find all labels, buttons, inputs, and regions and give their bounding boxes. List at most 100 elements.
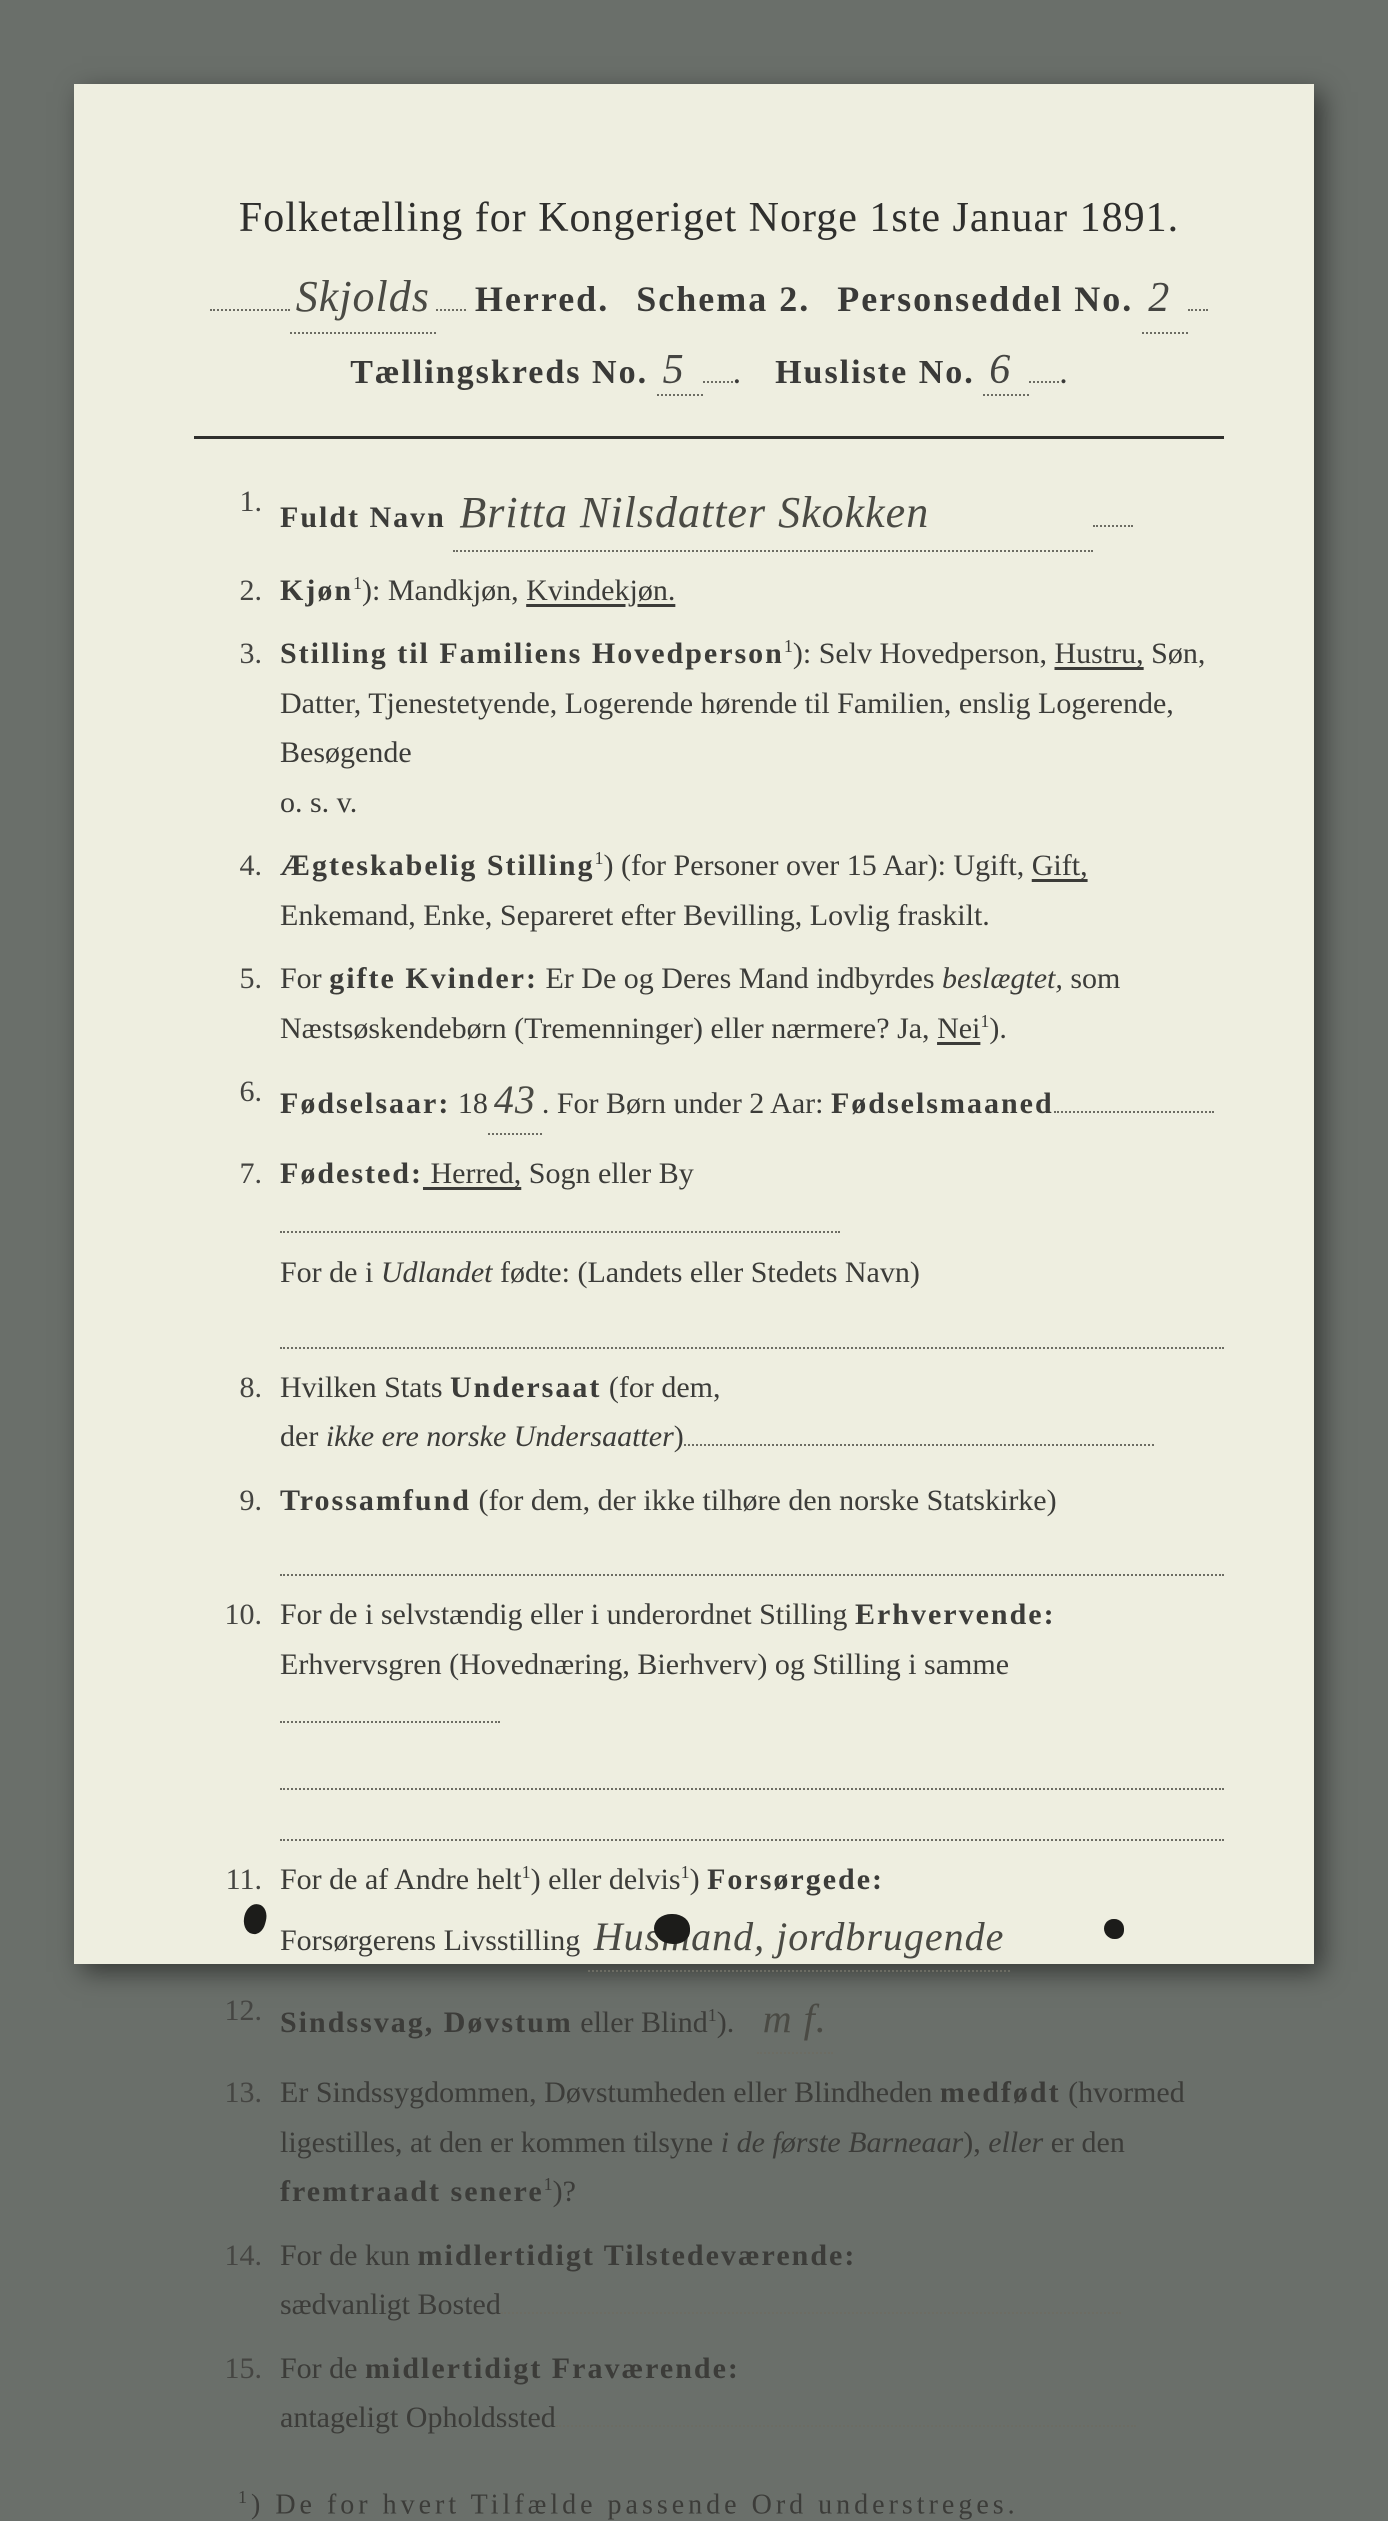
full-name-handwritten: Britta Nilsdatter Skokken [453,488,935,537]
personseddel-label: Personseddel No. [837,279,1133,319]
taellingskreds-label: Tællingskreds No. [350,354,648,391]
item-number: 9. [194,1476,280,1577]
footnote-ref: 1 [522,1862,531,1882]
item-8-text3: der [280,1420,326,1453]
item-3-text1: ): Selv Hovedperson, [793,637,1055,670]
item-6-text1: . For Børn under 2 Aar: [542,1087,831,1120]
item-3: 3. Stilling til Familiens Hovedperson1):… [194,629,1224,827]
item-5-text1: Er De og Deres Mand indbyrdes [538,962,942,995]
item-4-text1: ) (for Personer over 15 Aar): Ugift, [604,849,1032,882]
item-11: 11. For de af Andre helt1) eller delvis1… [194,1855,1224,1973]
personseddel-no: 2 [1142,275,1188,321]
item-13-text1: Er Sindssygdommen, Døvstumheden eller Bl… [280,2076,940,2109]
footnote-ref: 1 [681,1862,690,1882]
item-5-underlined: Nei [937,1012,980,1045]
item-2: 2. Kjøn1): Mandkjøn, Kvindekjøn. [194,566,1224,616]
item-9-text: (for dem, der ikke tilhøre den norske St… [471,1484,1057,1517]
item-number: 11. [194,1855,280,1973]
header-line-2: Skjolds Herred. Schema 2. Personseddel N… [194,262,1224,334]
footnote-ref: 1 [544,2174,553,2194]
item-13-label2: fremtraadt senere [280,2175,544,2208]
item-8-label: Undersaat [450,1371,601,1404]
item-2-label: Kjøn [280,574,353,607]
item-7-label: Fødested: [280,1157,423,1190]
item-10: 10. For de i selvstændig eller i underor… [194,1590,1224,1841]
item-15: 15. For de midlertidigt Fraværende: anta… [194,2344,1224,2443]
item-3-text3: o. s. v. [280,778,1224,828]
footnote-ref: 1 [353,573,362,593]
footnote-ref: 1 [784,636,793,656]
footnote-ref: 1 [708,2005,717,2025]
item-8-text2: (for dem, [601,1371,720,1404]
item-number: 1. [194,477,280,552]
item-6-year-prefix: 18 [450,1087,488,1120]
item-5-ital: beslægtet, [942,962,1063,995]
item-number: 15. [194,2344,280,2443]
item-number: 13. [194,2068,280,2217]
item-6-label2: Fødselsmaaned [831,1087,1054,1120]
item-13: 13. Er Sindssygdommen, Døvstumheden elle… [194,2068,1224,2217]
item-12-label: Sindssvag, Døvstum [280,2006,573,2039]
footnote: 1) De for hvert Tilfælde passende Ord un… [194,2487,1224,2521]
form-title: Folketælling for Kongeriget Norge 1ste J… [194,194,1224,242]
item-10-label: Erhvervende: [855,1598,1056,1631]
divider-rule [194,436,1224,439]
blank-dotted-line [280,1535,1224,1576]
birthyear-handwritten: 43 [488,1077,542,1122]
item-12: 12. Sindssvag, Døvstum eller Blind1). m … [194,1986,1224,2054]
item-15-label: midlertidigt Fraværende: [365,2352,740,2385]
item-13-text4: er den [1043,2126,1125,2159]
item-12-text: eller Blind [573,2006,708,2039]
blank-dotted-line [280,1308,1224,1349]
husliste-no: 6 [983,347,1029,393]
item-1: 1. Fuldt Navn Britta Nilsdatter Skokken [194,477,1224,552]
item-11-text3: ) [690,1863,708,1896]
item-8-text4: ) [674,1420,684,1453]
item-13-text5: )? [553,2175,576,2208]
item-3-label: Stilling til Familiens Hovedperson [280,637,784,670]
item-15-text1: For de [280,2352,365,2385]
item-4-label: Ægteskabelig Stilling [280,849,595,882]
item-11-line2a: Forsørgerens Livsstilling [280,1924,580,1957]
item-4-underlined: Gift, [1032,849,1088,882]
item-12-text2: ). [717,2006,735,2039]
item-15-line2: antageligt Opholdssted [280,2401,556,2434]
blank-dotted-line [280,1800,1224,1841]
item-5-text3: ). [989,1012,1007,1045]
item-6-label: Fødselsaar: [280,1087,450,1120]
footnote-text: ) De for hvert Tilfælde passende Ord und… [251,2489,1019,2520]
item-8-text1: Hvilken Stats [280,1371,450,1404]
item-3-underlined: Hustru, [1055,637,1144,670]
item-2-text: ): Mandkjøn, [362,574,526,607]
item-number: 14. [194,2231,280,2330]
item-13-label: medfødt [940,2076,1061,2109]
item-10-text1: For de i selvstændig eller i underordnet… [280,1598,855,1631]
schema-label: Schema 2. [636,279,810,319]
item-13-ital: i de første Barneaar [721,2126,963,2159]
provider-occupation-handwritten: Husmand, jordbrugende [588,1914,1011,1959]
item-5-label: gifte Kvinder: [329,962,538,995]
herred-handwritten: Skjolds [290,272,436,321]
husliste-label: Husliste No. [775,354,975,391]
item-number: 3. [194,629,280,827]
footnote-marker: 1 [238,2487,251,2507]
item-7: 7. Fødested: Herred, Sogn eller By For d… [194,1149,1224,1349]
item-7-text1: Sogn eller By [521,1157,694,1190]
item-6: 6. Fødselsaar: 1843. For Børn under 2 Aa… [194,1067,1224,1135]
item-14: 14. For de kun midlertidigt Tilstedevære… [194,2231,1224,2330]
ink-blot-icon [654,1914,690,1944]
item-7-ital: Udlandet [381,1256,493,1289]
item-4: 4. Ægteskabelig Stilling1) (for Personer… [194,841,1224,940]
item-8-ital: ikke ere norske Undersaatter [326,1420,674,1453]
item-11-text2: ) eller delvis [531,1863,681,1896]
item-5: 5. For gifte Kvinder: Er De og Deres Man… [194,954,1224,1053]
item-number: 12. [194,1986,280,2054]
item-11-label: Forsørgede: [707,1863,884,1896]
item-number: 7. [194,1149,280,1349]
item-9: 9. Trossamfund (for dem, der ikke tilhør… [194,1476,1224,1577]
census-form-page: Folketælling for Kongeriget Norge 1ste J… [74,84,1314,1964]
item-14-line2: sædvanligt Bosted [280,2288,501,2321]
item-7-text3: fødte: (Landets eller Stedets Navn) [492,1256,919,1289]
item-11-text1: For de af Andre helt [280,1863,522,1896]
item-7-underlined: Herred, [423,1157,521,1190]
